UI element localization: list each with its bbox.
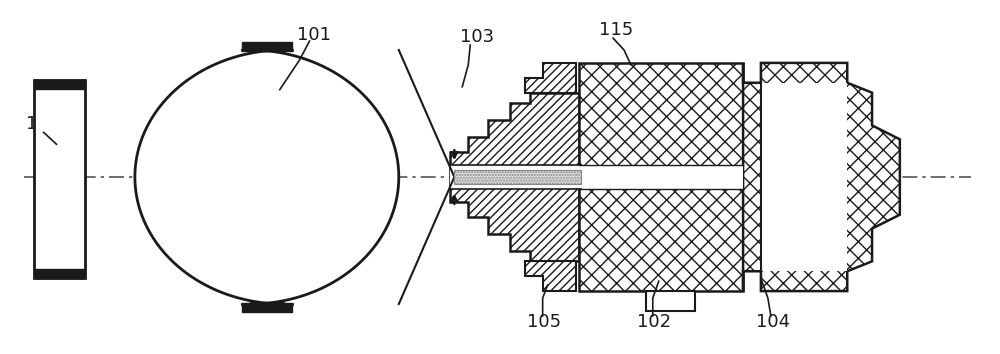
Text: 101: 101: [297, 26, 331, 44]
Text: 103: 103: [460, 28, 494, 46]
Bar: [450, 165, 581, 189]
Polygon shape: [743, 63, 900, 291]
Polygon shape: [525, 63, 576, 93]
Text: 115: 115: [599, 21, 633, 39]
Bar: [646, 291, 695, 311]
Text: 104: 104: [756, 313, 790, 331]
Bar: [34, 80, 85, 89]
Bar: [579, 165, 743, 189]
Bar: [761, 83, 847, 271]
Text: 102: 102: [637, 313, 671, 331]
Bar: [579, 63, 743, 291]
Text: 105: 105: [527, 313, 561, 331]
Text: 112: 112: [26, 115, 60, 133]
Bar: [34, 269, 85, 278]
Bar: [242, 303, 292, 312]
Bar: [242, 42, 292, 51]
Bar: [34, 80, 85, 278]
Polygon shape: [525, 261, 576, 291]
Polygon shape: [135, 50, 399, 304]
Polygon shape: [450, 93, 579, 261]
Bar: [454, 170, 581, 184]
